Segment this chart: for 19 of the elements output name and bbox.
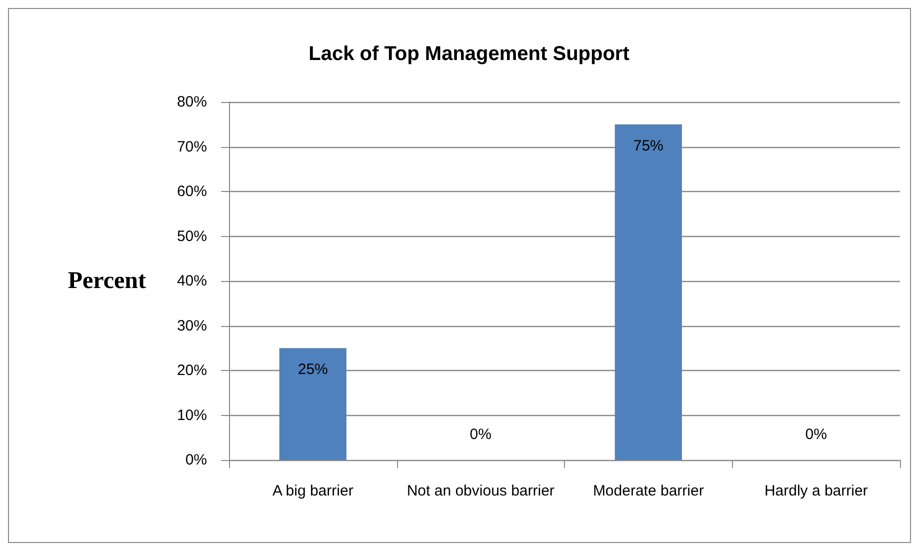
y-tick-label: 0% xyxy=(185,452,207,468)
y-tick-label: 40% xyxy=(176,272,207,290)
y-tick-label: 70% xyxy=(176,138,207,156)
x-tick-label: A big barrier xyxy=(272,482,354,500)
data-label: 75% xyxy=(633,137,664,154)
y-tick-label: 60% xyxy=(176,183,207,200)
y-tick-label: 10% xyxy=(176,406,207,424)
data-label: 0% xyxy=(470,426,492,443)
y-tick-label: 20% xyxy=(176,362,207,379)
data-label: 0% xyxy=(805,426,827,443)
y-tick-label: 50% xyxy=(176,228,207,245)
y-tick-label: 30% xyxy=(176,317,207,334)
data-label: 25% xyxy=(298,361,328,378)
chart-title: Lack of Top Management Support xyxy=(308,43,630,65)
y-tick-label: 80% xyxy=(176,94,207,110)
x-tick-label: Not an obvious barrier xyxy=(406,482,554,500)
y-axis-title: Percent xyxy=(68,268,146,294)
x-tick-label: Hardly a barrier xyxy=(764,482,868,500)
x-tick-label: Moderate barrier xyxy=(592,482,704,500)
